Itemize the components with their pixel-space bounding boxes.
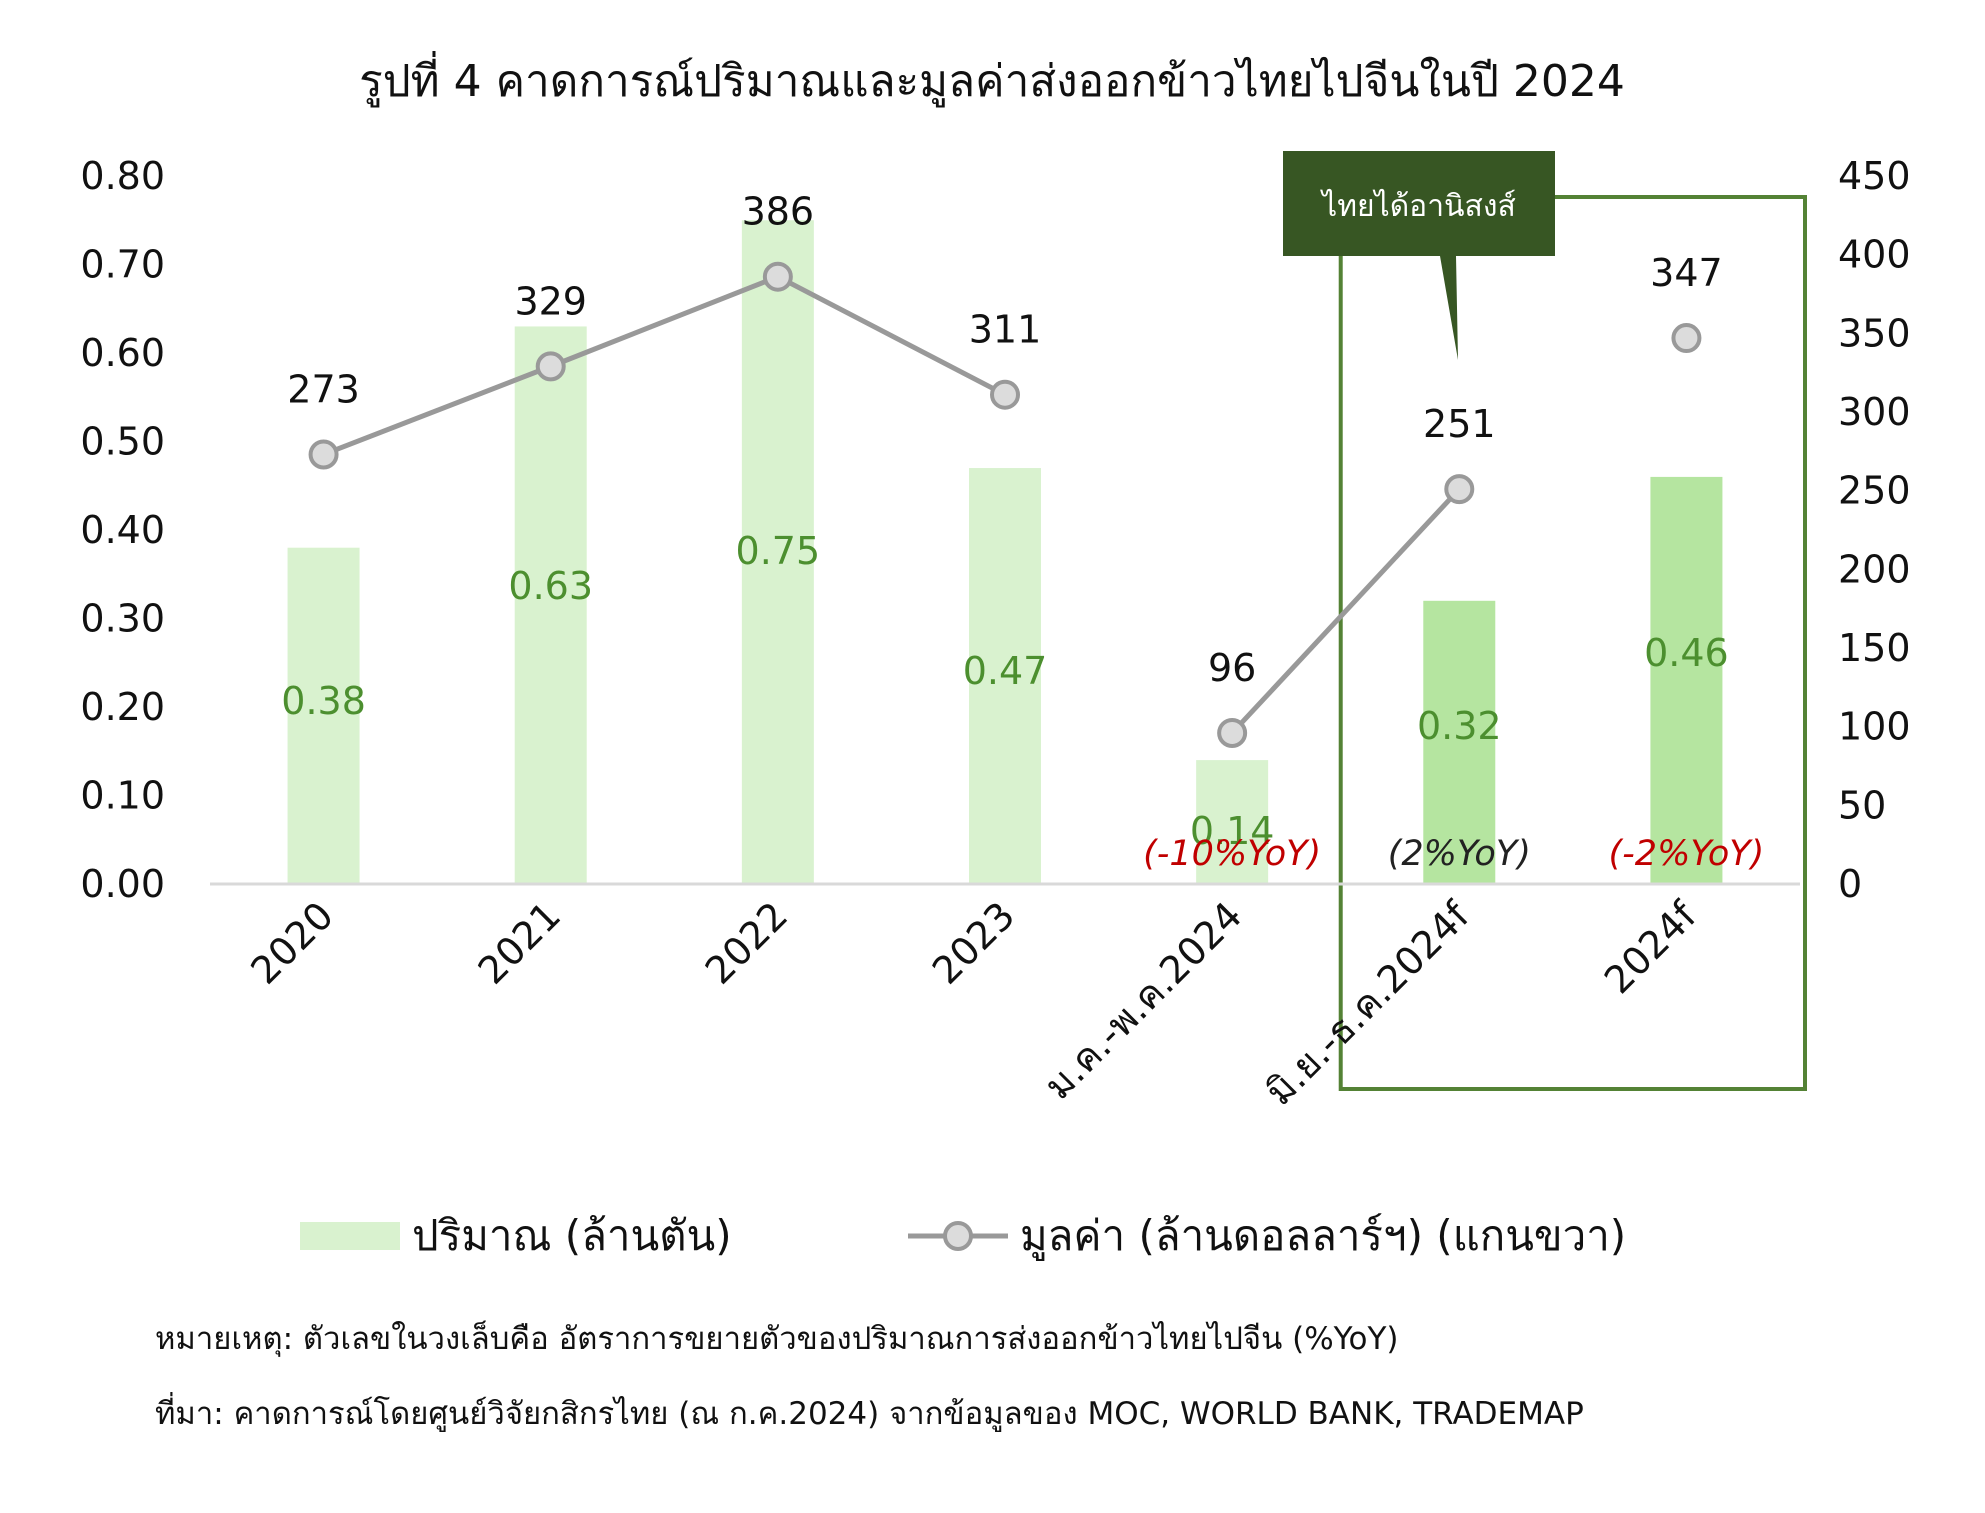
volume-bar [1423, 600, 1496, 884]
value-label: 347 [1650, 251, 1723, 295]
yoy-label: (-10%YoY) [1143, 834, 1321, 874]
legend-volume-label: ปริมาณ (ล้านตัน) [412, 1211, 732, 1260]
right-axis-tick: 100 [1838, 705, 1911, 749]
right-axis-tick: 200 [1838, 547, 1911, 591]
callout-box [1283, 151, 1555, 360]
right-axis-tick: 0 [1838, 862, 1862, 906]
category-label: 2023 [924, 893, 1024, 993]
value-line-segment [1230, 487, 1462, 735]
value-label: 251 [1423, 402, 1496, 446]
right-axis-tick: 250 [1838, 469, 1911, 513]
volume-label: 0.14 [1190, 809, 1275, 853]
value-point [308, 439, 339, 470]
value-point [535, 351, 566, 382]
footnote-note: หมายเหตุ: ตัวเลขในวงเล็บคือ อัตราการขยาย… [155, 1320, 1398, 1358]
value-label: 96 [1208, 646, 1256, 690]
value-line-group [308, 261, 1702, 748]
value-line-segment [322, 364, 552, 457]
volume-label: 0.63 [508, 564, 593, 608]
volume-bar [741, 220, 814, 884]
yoy-label: (2%YoY) [1388, 834, 1531, 874]
volume-label: 0.38 [281, 679, 366, 723]
volume-bar [287, 547, 360, 884]
value-point [1671, 323, 1702, 354]
legend-value-label: มูลค่า (ล้านดอลลาร์ฯ) (แกนขวา) [1020, 1211, 1626, 1261]
left-axis-tick: 0.30 [80, 597, 165, 641]
left-axis-tick: 0.70 [80, 243, 165, 287]
value-line-segment [776, 274, 1007, 397]
left-axis-tick: 0.00 [80, 862, 165, 906]
legend-value-marker [943, 1221, 973, 1251]
right-axis-tick: 300 [1838, 390, 1911, 434]
footnote-source: ที่มา: คาดการณ์โดยศูนย์วิจัยกสิกรไทย (ณ … [155, 1392, 1584, 1432]
category-label: 2024f [1596, 892, 1706, 1002]
bars-group [287, 220, 1723, 884]
right-axis-tick: 350 [1838, 311, 1911, 355]
chart-title: รูปที่ 4 คาดการณ์ปริมาณและมูลค่าส่งออกข้… [359, 50, 1625, 108]
right-axis-tick: 400 [1838, 233, 1911, 277]
left-axis-tick: 0.80 [80, 154, 165, 198]
legend: ปริมาณ (ล้านตัน) มูลค่า (ล้านดอลลาร์ฯ) (… [300, 1211, 1626, 1261]
highlight-box [1338, 195, 1807, 1091]
callout-label: ไทยได้อานิสงส์ [1320, 188, 1516, 224]
right-axis-tick: 50 [1838, 783, 1886, 827]
value-point [1444, 474, 1475, 505]
value-line-segment [549, 274, 779, 369]
callout-group: ไทยได้อานิสงส์ [1283, 151, 1555, 360]
left-axis-tick: 0.60 [80, 331, 165, 375]
category-label: 2021 [470, 893, 570, 993]
value-point [762, 261, 793, 292]
category-label: 2022 [697, 893, 797, 993]
value-point [1217, 717, 1248, 748]
value-point [990, 379, 1020, 410]
yoy-label: (-2%YoY) [1609, 834, 1765, 874]
value-label: 329 [514, 279, 587, 323]
value-label: 386 [742, 190, 815, 234]
left-axis-tick: 0.20 [80, 685, 165, 729]
left-axis-tick: 0.50 [80, 420, 165, 464]
labels-group: 273 329 386 311 96 251 347 0.38 0.63 0.75 0.47 0.14… [281, 190, 1764, 874]
volume-bar [969, 468, 1041, 884]
value-label: 311 [969, 308, 1042, 352]
left-axis-tick: 0.10 [80, 774, 165, 818]
volume-label: 0.32 [1417, 704, 1502, 748]
legend-volume-swatch [300, 1222, 400, 1250]
volume-bar [1196, 760, 1269, 884]
right-axis-tick: 150 [1838, 626, 1911, 670]
volume-bar [1650, 476, 1723, 884]
volume-label: 0.46 [1644, 631, 1729, 675]
category-label: 2020 [242, 893, 342, 993]
left-axis-tick: 0.40 [80, 508, 165, 552]
volume-label: 0.47 [963, 649, 1048, 693]
highlight-group [1338, 195, 1807, 1091]
category-label: มิ.ย.-ธ.ค.2024f [1257, 892, 1479, 1114]
value-label: 273 [287, 367, 360, 411]
category-label: ม.ค.-พ.ค.2024 [1036, 893, 1251, 1108]
volume-label: 0.75 [736, 529, 821, 573]
volume-bar [514, 326, 587, 884]
right-axis-tick: 450 [1838, 154, 1911, 198]
